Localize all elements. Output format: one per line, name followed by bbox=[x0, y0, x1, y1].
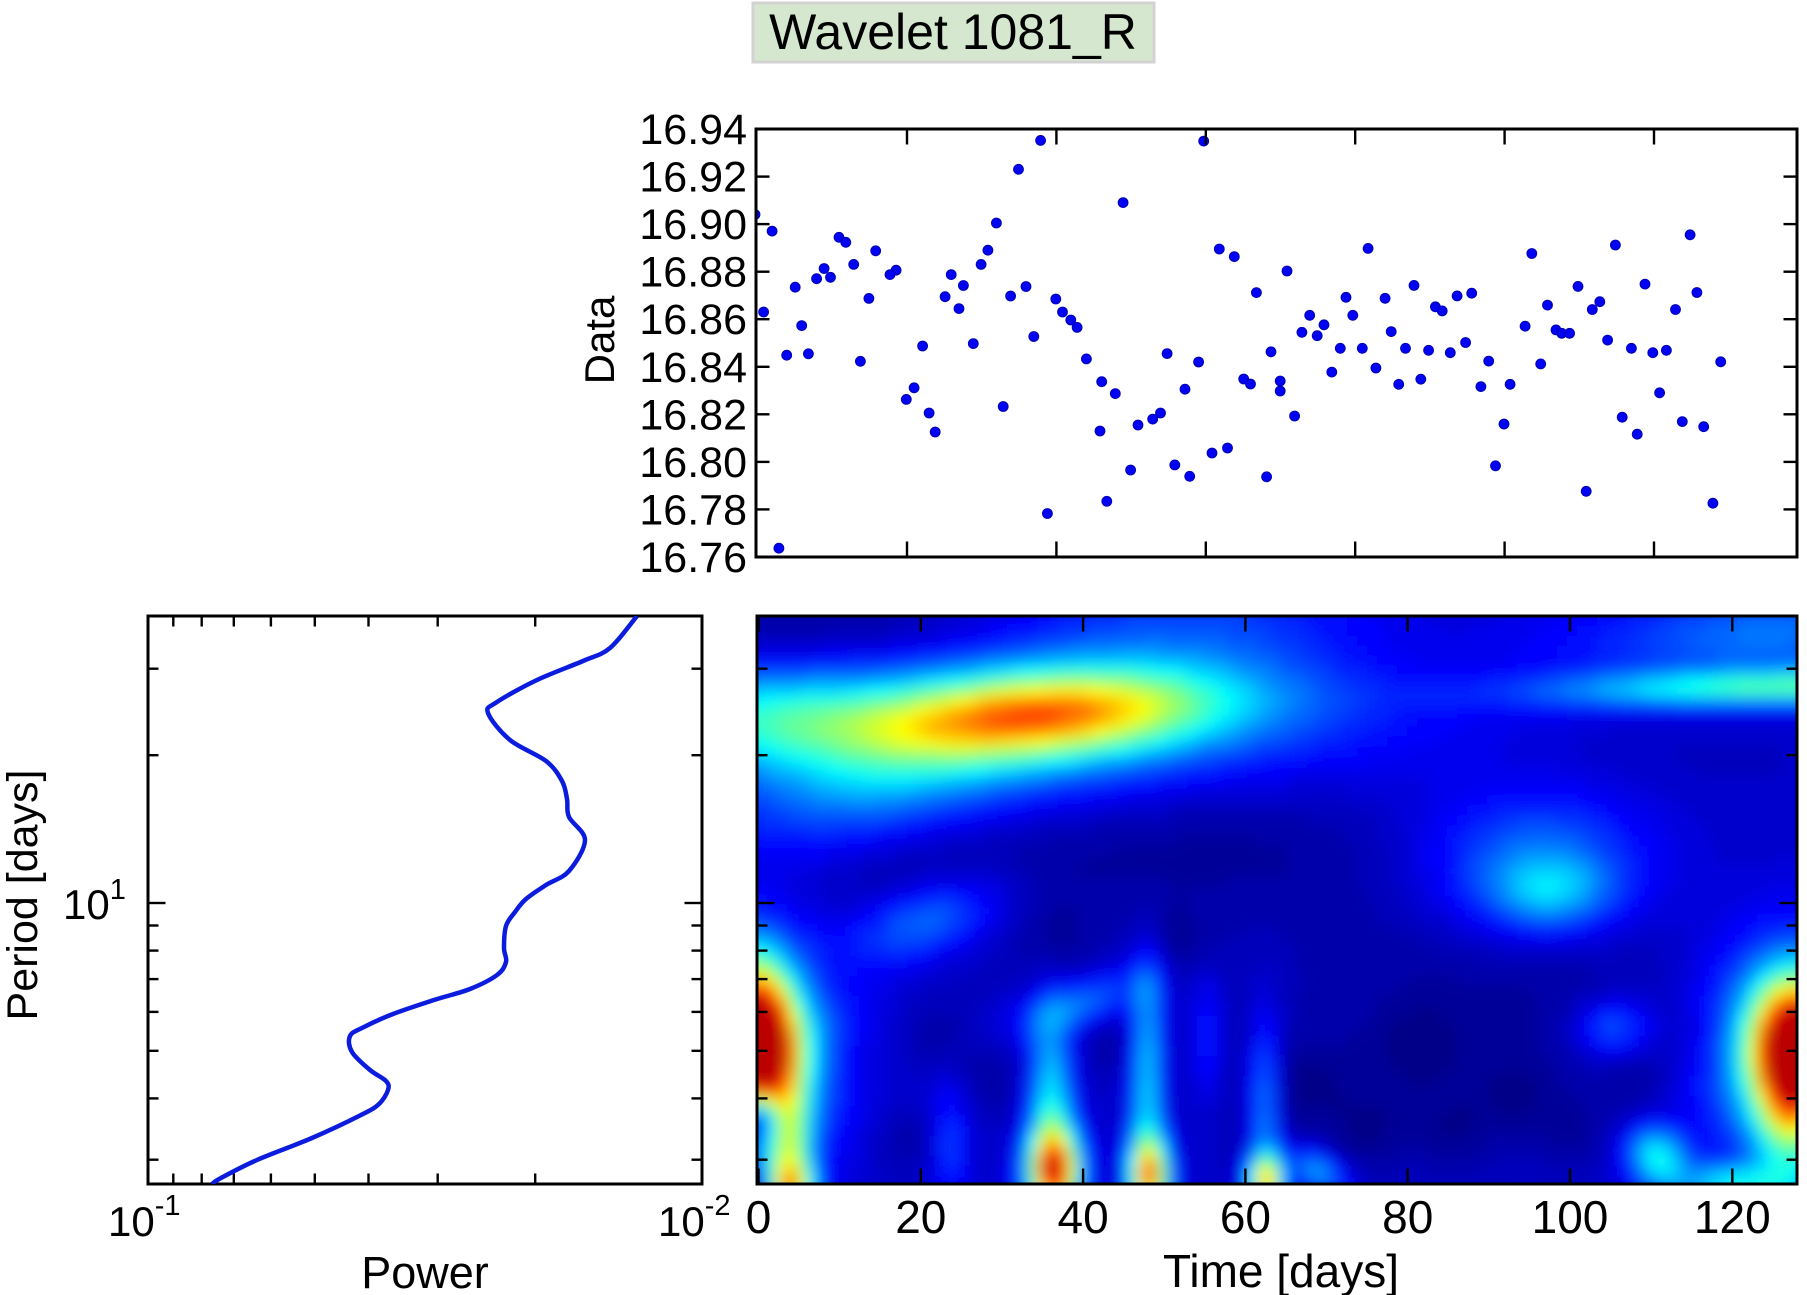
svg-text:120: 120 bbox=[1694, 1191, 1771, 1243]
svg-text:Power: Power bbox=[361, 1247, 489, 1295]
svg-text:16.78: 16.78 bbox=[639, 486, 747, 534]
svg-text:80: 80 bbox=[1382, 1191, 1433, 1243]
svg-text:16.94: 16.94 bbox=[639, 106, 747, 154]
svg-text:Time [days]: Time [days] bbox=[1163, 1245, 1399, 1295]
svg-text:16.92: 16.92 bbox=[639, 154, 747, 202]
svg-text:20: 20 bbox=[895, 1191, 946, 1243]
svg-text:Wavelet 1081_R: Wavelet 1081_R bbox=[769, 4, 1137, 60]
svg-text:40: 40 bbox=[1058, 1191, 1109, 1243]
svg-text:16.84: 16.84 bbox=[639, 344, 747, 392]
svg-text:0: 0 bbox=[746, 1191, 772, 1243]
svg-text:16.82: 16.82 bbox=[639, 391, 747, 439]
svg-text:16.88: 16.88 bbox=[639, 249, 747, 297]
svg-text:Data: Data bbox=[576, 295, 623, 384]
svg-text:60: 60 bbox=[1220, 1191, 1271, 1243]
svg-text:100: 100 bbox=[1532, 1191, 1609, 1243]
svg-text:16.76: 16.76 bbox=[639, 534, 747, 582]
svg-text:16.90: 16.90 bbox=[639, 201, 747, 249]
svg-text:16.86: 16.86 bbox=[639, 296, 747, 344]
svg-text:Period [days]: Period [days] bbox=[0, 770, 47, 1021]
svg-text:16.80: 16.80 bbox=[639, 439, 747, 487]
svg-text:10-2: 10-2 bbox=[658, 1190, 731, 1245]
